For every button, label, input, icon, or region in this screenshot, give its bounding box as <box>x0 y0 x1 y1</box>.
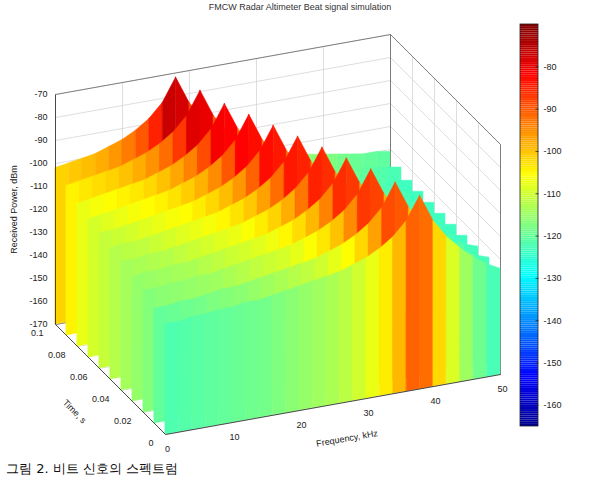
svg-text:-100: -100 <box>544 146 562 156</box>
svg-text:0.02: 0.02 <box>114 416 132 426</box>
svg-text:-160: -160 <box>29 296 47 306</box>
svg-text:0.04: 0.04 <box>92 394 110 404</box>
svg-text:-110: -110 <box>544 189 561 199</box>
svg-text:-150: -150 <box>29 273 47 283</box>
svg-text:-110: -110 <box>30 181 47 191</box>
svg-text:-90: -90 <box>544 104 557 114</box>
svg-text:0.06: 0.06 <box>70 372 88 382</box>
svg-text:50: 50 <box>497 384 507 394</box>
svg-text:0: 0 <box>165 444 170 454</box>
svg-text:-170: -170 <box>29 319 48 330</box>
html-text:FMCW Radar Altimeter Beat sign: FMCW Radar Altimeter Beat signal simulat… <box>208 2 392 12</box>
svg-text:-80: -80 <box>544 62 557 72</box>
svg-text:-150: -150 <box>544 358 562 368</box>
svg-text:-120: -120 <box>29 204 47 214</box>
svg-text:-140: -140 <box>544 316 562 326</box>
svg-text:-70: -70 <box>34 89 47 99</box>
svg-text:30: 30 <box>363 408 373 418</box>
html-text:그림 2. 비트 신호의 스펙트럼: 그림 2. 비트 신호의 스펙트럼 <box>6 461 178 476</box>
svg-text:-130: -130 <box>544 273 562 283</box>
svg-text:0.1: 0.1 <box>31 328 44 338</box>
svg-text:-100: -100 <box>29 158 47 168</box>
svg-text:Time, s: Time, s <box>61 398 89 426</box>
svg-text:0: 0 <box>148 438 153 448</box>
svg-text:-130: -130 <box>29 227 47 237</box>
svg-text:10: 10 <box>229 432 239 442</box>
svg-text:-90: -90 <box>34 135 47 145</box>
svg-text:-80: -80 <box>34 112 47 122</box>
svg-text:Frequency, kHz: Frequency, kHz <box>315 428 379 449</box>
svg-text:-120: -120 <box>544 231 562 241</box>
svg-text:-140: -140 <box>29 250 47 260</box>
svg-text:0.08: 0.08 <box>48 350 66 360</box>
svg-text:-160: -160 <box>544 400 562 410</box>
svg-text:Received Power, dBm: Received Power, dBm <box>9 165 19 254</box>
svg-text:20: 20 <box>296 420 306 430</box>
svg-text:40: 40 <box>430 396 440 406</box>
